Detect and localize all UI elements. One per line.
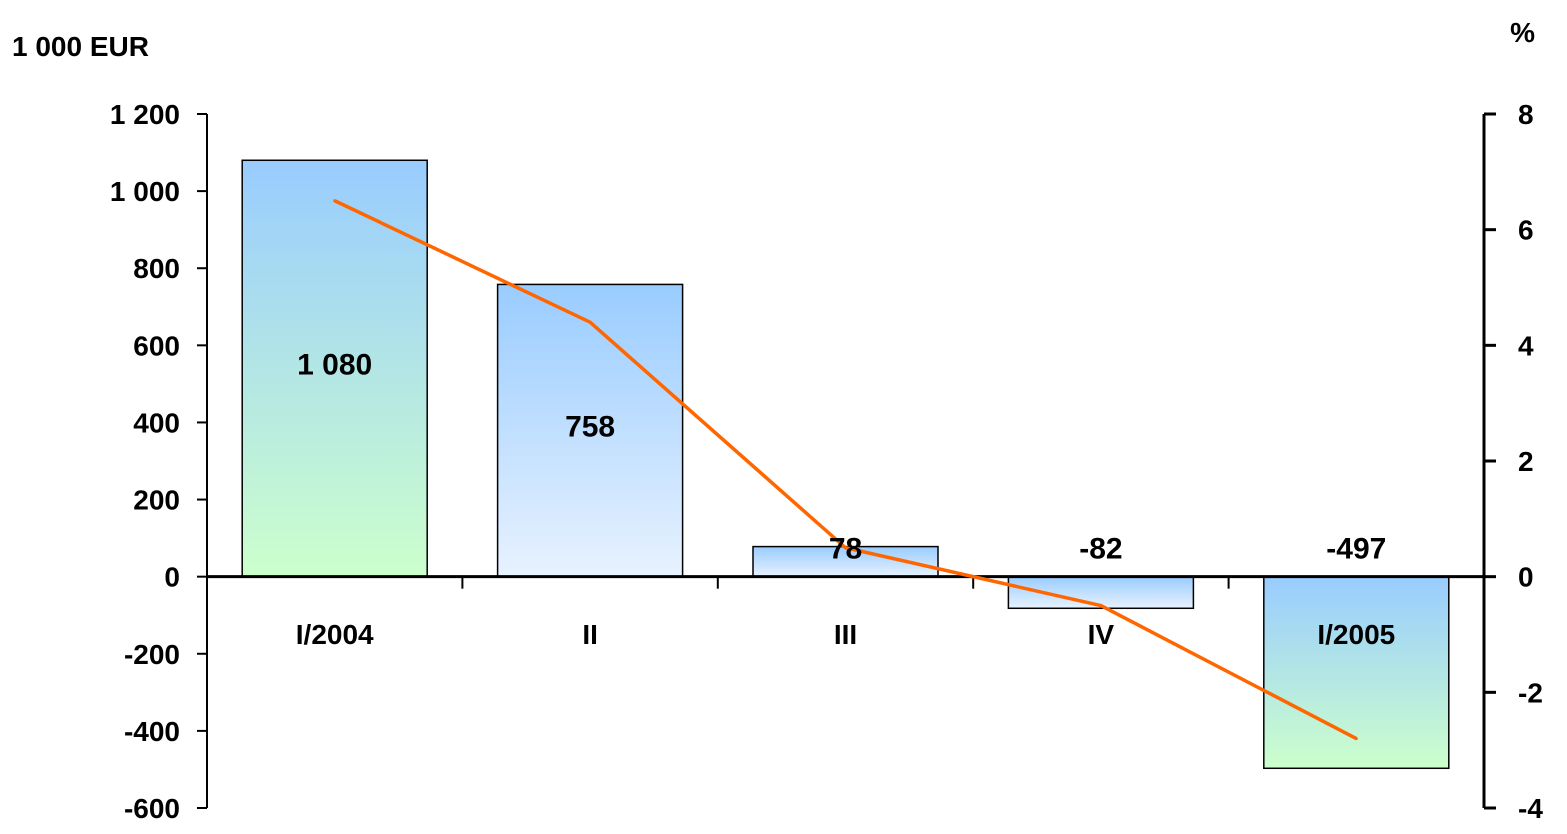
left-tick-label: -600 — [124, 793, 180, 824]
category-label: II — [582, 619, 598, 650]
line-path — [333, 199, 1358, 741]
bar — [496, 283, 684, 578]
line-series — [333, 199, 1358, 741]
bar-data-label: 78 — [829, 533, 862, 566]
bar-data-labels: 1 080 758 78 -82 -497 — [297, 348, 1386, 565]
left-axis-unit: 1 000 EUR — [12, 31, 149, 62]
right-tick-label: -4 — [1518, 793, 1543, 824]
category-label: IV — [1088, 619, 1115, 650]
left-tick-label: 400 — [133, 407, 180, 438]
right-tick-label: -2 — [1518, 677, 1543, 708]
category-label: I/2004 — [296, 619, 374, 650]
bar — [1263, 575, 1450, 770]
line-point — [333, 199, 337, 203]
bar-data-label: 758 — [565, 411, 615, 444]
line-point — [1099, 604, 1103, 608]
bar-data-label: -497 — [1326, 533, 1386, 566]
left-tick-label: 800 — [133, 253, 180, 284]
category-labels: I/2004 II III IV I/2005 — [296, 619, 1395, 650]
right-tick-label: 8 — [1518, 99, 1534, 130]
right-tick-label: 2 — [1518, 446, 1534, 477]
category-label: I/2005 — [1317, 619, 1395, 650]
right-tick-label: 6 — [1518, 215, 1534, 246]
bar-series — [241, 159, 1450, 770]
line-point — [1354, 737, 1358, 741]
left-tick-label: -400 — [124, 716, 180, 747]
left-tick-label: 200 — [133, 485, 180, 516]
bar-data-label: -82 — [1079, 533, 1122, 566]
left-tick-label: 1 200 — [110, 99, 180, 130]
right-axis-ticks: 8 6 4 2 0 -2 -4 — [1484, 99, 1543, 824]
left-axis-ticks: 1 200 1 000 800 600 400 200 0 -200 -400 -600 — [110, 99, 207, 824]
right-tick-label: 0 — [1518, 562, 1534, 593]
right-axis-unit: % — [1510, 17, 1535, 48]
left-tick-label: -200 — [124, 639, 180, 670]
axes — [206, 114, 1486, 808]
bar-data-label: 1 080 — [297, 348, 372, 381]
line-point — [588, 320, 592, 324]
left-tick-label: 600 — [133, 330, 180, 361]
left-tick-label: 0 — [164, 562, 180, 593]
category-label: III — [834, 619, 857, 650]
right-tick-label: 4 — [1518, 330, 1534, 361]
left-tick-label: 1 000 — [110, 176, 180, 207]
line-point — [844, 546, 847, 550]
